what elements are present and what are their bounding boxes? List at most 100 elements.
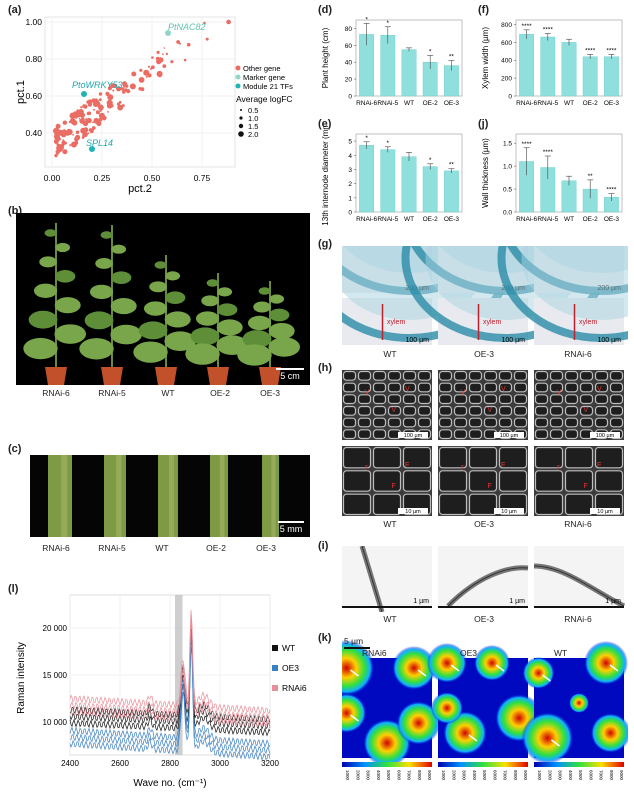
significance-e: * [429, 157, 432, 164]
bar-ylabel-f: Xylem width (µm) [481, 27, 490, 89]
significance-d: * [387, 20, 390, 27]
bar-category-j: RNAi-6 [516, 216, 537, 223]
leaf [195, 311, 220, 326]
scatter-point [95, 98, 98, 101]
leaf [33, 283, 58, 298]
heatmap-hotspot [521, 712, 574, 764]
section-label: OE-3 [474, 349, 494, 359]
raman-ytick: 10 000 [43, 718, 68, 727]
scatter-point-ptnac82 [165, 30, 171, 36]
tem-scale: 1 µm [605, 598, 621, 605]
scatter-point [55, 123, 61, 129]
heatmap-label-oe3: OE3 [460, 648, 478, 658]
scatter-point [87, 132, 90, 135]
colorbar-tick: 1000 [441, 770, 446, 781]
scatter-point [161, 59, 164, 62]
sem-scale: 100 µm [500, 433, 519, 439]
leaf [247, 315, 272, 331]
bar-category-e: RNAi-5 [377, 216, 398, 223]
scatter-point [151, 56, 154, 59]
leaf [23, 337, 58, 360]
colorbar-tick: 2000 [355, 770, 360, 781]
stem [262, 455, 279, 537]
sem-marker: F [557, 466, 561, 473]
scatter-point [145, 75, 148, 78]
scatter-point [140, 87, 145, 92]
scatter-point [205, 37, 209, 41]
bar-ytick-d: 0 [348, 94, 352, 101]
raman-line-RNAi6 [69, 621, 271, 728]
significance-f: **** [543, 26, 554, 33]
leaf [206, 279, 219, 287]
scatter-point [106, 99, 113, 106]
scatter-point [80, 113, 85, 118]
raman-line-RNAi6 [69, 614, 271, 722]
plant-label: OE-2 [210, 388, 230, 398]
scatter-point [107, 111, 109, 113]
xylem-label: xylem [579, 319, 597, 326]
leaf [185, 343, 220, 365]
bar-category-f: WT [564, 100, 574, 107]
scatter-point [80, 106, 83, 109]
panel-label-j: (j) [478, 118, 489, 130]
bar-ytick-e: 5 [348, 139, 352, 146]
section-scale: 100 µm [406, 337, 430, 344]
sem-marker: V [365, 390, 370, 397]
significance-f: **** [606, 47, 617, 54]
sem-grid: V V V 100 µm F F F 10 µm V V V 100 µm F F F 10 µm V V V 100… [342, 370, 628, 516]
scatter-ytick: 0.80 [25, 54, 42, 64]
scatter-point [57, 150, 61, 154]
bar-category-e: OE-2 [423, 216, 439, 223]
heatmap-arrow [551, 739, 560, 747]
bar-f-RNAi-5 [540, 36, 556, 97]
scatter-point [60, 143, 65, 149]
plant-label: WT [161, 388, 175, 398]
size-legend-item: 1.0 [248, 114, 258, 123]
sem-scale: 10 µm [501, 509, 517, 515]
scatter-point [143, 69, 150, 76]
scatter-point [120, 87, 125, 91]
colorbar-tick: 4000 [376, 770, 381, 781]
colorbar-tick: 7000 [503, 770, 508, 781]
raman-xtick: 3000 [211, 759, 229, 768]
scatter-point [131, 71, 137, 77]
pot [259, 367, 281, 385]
scatter-point [62, 149, 68, 155]
scatter-point [75, 130, 80, 135]
leaf [110, 298, 137, 315]
heatmap-hotspot [522, 657, 555, 689]
raman-xtick: 2600 [111, 759, 129, 768]
annotation-ptowrky53: PtoWRKY53 [72, 80, 123, 90]
scatter-point [54, 153, 58, 158]
section-scale: 100 µm [598, 337, 622, 344]
scatter-point [57, 138, 60, 141]
scatter-xtick: 0.25 [94, 173, 111, 183]
scatter-point [116, 86, 122, 92]
sem-image [342, 370, 432, 440]
leaf [269, 294, 285, 304]
leaf [100, 231, 113, 239]
colorbar-tick: 6000 [588, 770, 593, 781]
scatter-ylabel: pct.1 [15, 80, 27, 104]
sem-marker: F [597, 462, 601, 469]
scatter-point [163, 47, 166, 49]
leaf [138, 321, 168, 340]
heatmap-hotspot [396, 701, 441, 745]
scatter-point [79, 112, 82, 115]
raman-xlabel: Wave no. (cm⁻¹) [133, 778, 206, 789]
scatter-point [99, 109, 102, 112]
pot [45, 367, 67, 385]
leaf [133, 341, 168, 363]
sem-scale: 100 µm [596, 433, 615, 439]
bar-ylabel-j: Wall thickness (µm) [481, 138, 490, 208]
scatter-point [183, 58, 187, 62]
leaf [190, 327, 220, 346]
leaf [201, 295, 219, 307]
scatter-point [95, 110, 100, 115]
leaf [258, 287, 271, 295]
raman-ylabel: Raman intensity [16, 642, 27, 714]
stem-label: RNAi-5 [98, 543, 126, 553]
sem-scale: 100 µm [404, 433, 423, 439]
colorbar-tick: 5000 [386, 770, 391, 781]
